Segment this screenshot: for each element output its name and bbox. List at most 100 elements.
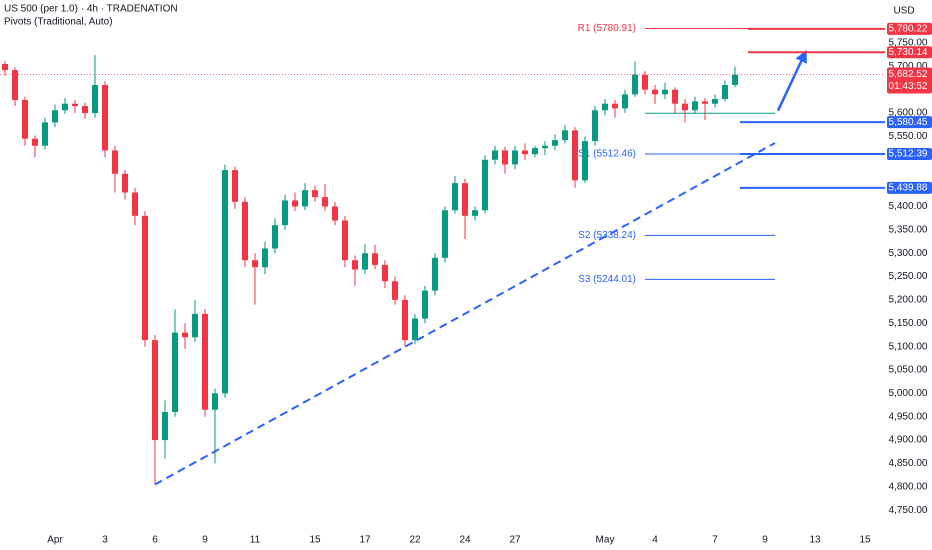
candle-body [402,299,408,341]
candle-body [422,290,428,319]
x-tick-label: 24 [459,535,471,546]
x-tick-label: 7 [712,535,718,546]
candle-body [122,173,128,193]
pivot-label: S2 (5338.24) [578,230,636,241]
candle-body [482,159,488,211]
x-tick-label: 11 [250,535,261,546]
x-tick-label: 13 [809,535,821,546]
level-tag-label: 5,580.45 [889,117,928,128]
x-tick-label: 15 [859,535,871,546]
level-tag [887,46,932,59]
level-tag-label: 5,439.88 [889,182,928,193]
candle-body [712,99,718,104]
last-price-label: 5,682.52 [889,69,928,80]
y-tick-label: 5,100.00 [889,341,928,352]
candle-body [682,103,688,111]
candle-body [112,150,118,174]
candle-body [32,138,38,146]
chart-title: US 500 (per 1.0) · 4h · TRADENATION [4,4,178,15]
candle-body [732,74,738,86]
candle-body [352,260,358,270]
candle-body [612,103,618,109]
candle-body [92,85,98,114]
y-tick-label: 5,000.00 [889,388,928,399]
candle-body [202,313,208,410]
candle-body [102,85,108,151]
y-tick-label: 5,600.00 [889,108,928,119]
candle-body [242,201,248,261]
y-tick-label: 5,300.00 [889,248,928,259]
x-tick-label: Apr [47,535,63,546]
candle-body [452,183,458,211]
candle-body [632,74,638,95]
candle-body [432,257,438,291]
candle-body [642,74,648,90]
trendline [154,142,776,486]
candle-body [362,253,368,270]
candle-body [322,197,328,207]
candle-body [12,70,18,100]
candle-body [412,318,418,341]
candle-body [522,150,528,155]
candle-body [2,64,8,71]
chart-subtitle: Pivots (Traditional, Auto) [4,17,113,28]
candle-body [702,101,708,104]
y-tick-label: 4,800.00 [889,481,928,492]
countdown-label: 01:43:52 [889,81,928,92]
candle-body [312,190,318,198]
x-tick-label: 15 [309,535,321,546]
x-tick-label: 27 [509,535,521,546]
x-tick-label: May [596,535,615,546]
x-tick-label: 9 [762,535,768,546]
level-tag [887,181,932,194]
candle-body [722,85,728,100]
plot-area: R1 (5780.91) S1 (5512.46) S2 (5338.24) S3 (… [0,23,885,486]
y-tick-label: 4,900.00 [889,435,928,446]
candle-body [472,210,478,216]
pivot-label: S1 (5512.46) [578,149,636,160]
candle-body [502,150,508,165]
candle-body [182,332,188,338]
candle-body [132,192,138,216]
candle-body [462,183,468,216]
y-tick-label: 5,700.00 [889,61,928,72]
candle-body [342,220,348,261]
level-tag [887,147,932,160]
y-tick-label: 4,750.00 [889,505,928,516]
candle-body [392,281,398,300]
y-tick-label: 5,550.00 [889,131,928,142]
last-price-tag [887,67,932,94]
x-tick-label: 9 [202,535,208,546]
pivot-label: R1 (5780.91) [578,23,636,34]
x-tick-label: 3 [102,535,108,546]
candle-body [672,89,678,104]
candle-body [652,89,658,95]
x-tick-label: 6 [152,535,158,546]
candle-body [222,170,228,394]
currency-label: USD [893,6,914,17]
candle-body [302,190,308,207]
candle-body [622,94,628,109]
candle-body [152,340,158,441]
candle-body [382,264,388,282]
candle-body [542,145,548,149]
candle-body [292,200,298,207]
candle-body [662,89,668,95]
y-tick-label: 5,250.00 [889,271,928,282]
level-tag-label: 5,730.14 [889,47,928,58]
x-tick-label: 17 [359,535,371,546]
candle-body [492,150,498,160]
candle-body [22,99,28,139]
candle-body [692,101,698,111]
candle-body [272,225,278,249]
y-tick-label: 5,400.00 [889,201,928,212]
candle-body [332,206,338,221]
projection-arrow [776,49,807,112]
candle-body [232,170,238,202]
candle-body [62,103,68,111]
candle-body [282,200,288,226]
candle-body [262,248,268,268]
candle-body [212,393,218,410]
